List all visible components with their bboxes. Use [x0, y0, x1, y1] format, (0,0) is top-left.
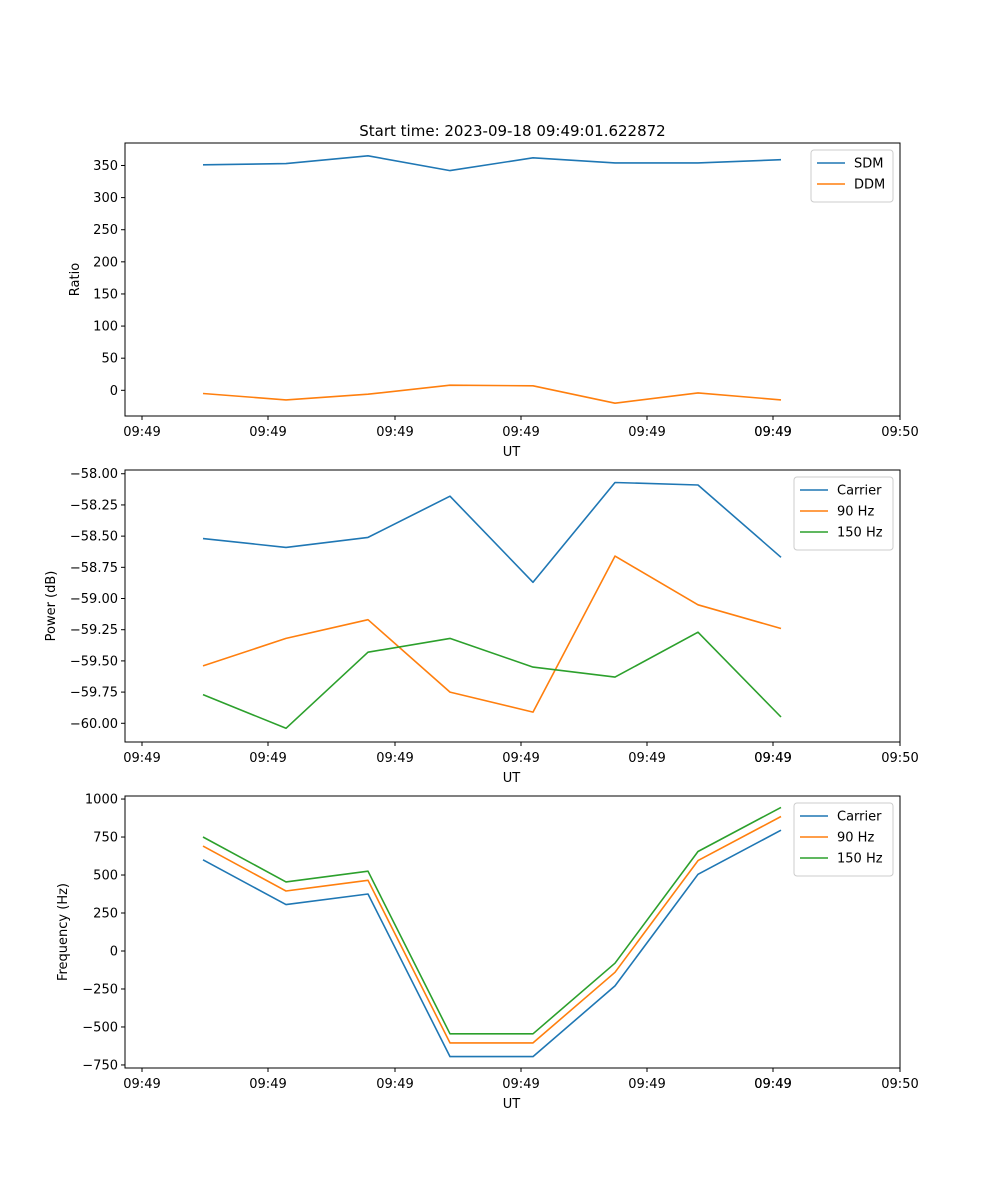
x-axis-label: UT	[503, 771, 521, 786]
x-tick-label: 09:49	[376, 425, 413, 440]
x-tick-label: 09:49	[249, 751, 286, 766]
y-tick-label: 750	[93, 831, 118, 846]
y-axis-label: Frequency (Hz)	[56, 883, 71, 981]
x-axis-label: UT	[503, 445, 521, 460]
legend-label: 150 Hz	[837, 852, 883, 867]
x-tick-label: 09:50	[881, 1077, 918, 1092]
y-axis-label: Ratio	[68, 263, 83, 296]
legend-label: 90 Hz	[837, 505, 874, 520]
y-tick-label: −58.50	[70, 530, 118, 545]
chart-title: Start time: 2023-09-18 09:49:01.622872	[359, 122, 665, 140]
series-line-90-hz	[202, 555, 782, 713]
y-tick-label: −750	[82, 1058, 118, 1073]
y-tick-label: −58.75	[70, 561, 118, 576]
y-tick-label: −58.25	[70, 498, 118, 513]
y-tick-label: −60.00	[70, 717, 118, 732]
plot-frame-1	[124, 142, 901, 417]
y-tick-label: 500	[93, 869, 118, 884]
x-tick-label: 09:49	[628, 1077, 665, 1092]
x-tick-label: 09:49	[754, 1077, 791, 1092]
series-line-150-hz	[202, 631, 782, 730]
y-tick-label: 50	[101, 352, 118, 367]
x-tick-label: 09:49	[628, 425, 665, 440]
y-tick-label: 0	[110, 384, 118, 399]
y-tick-label: −59.75	[70, 686, 118, 701]
y-tick-label: −58.00	[70, 467, 118, 482]
x-tick-label: 09:49	[754, 1077, 791, 1092]
series-line-90-hz	[202, 815, 782, 1044]
x-tick-label: 09:49	[754, 751, 791, 766]
series-line-sdm	[202, 155, 782, 172]
y-tick-label: 0	[110, 944, 118, 959]
plot-frame-2	[124, 469, 901, 743]
y-tick-label: 200	[93, 255, 118, 270]
series-line-150-hz	[202, 806, 782, 1035]
y-tick-label: 250	[93, 223, 118, 238]
y-tick-label: 300	[93, 191, 118, 206]
legend-label: Carrier	[837, 484, 882, 499]
x-tick-label: 09:49	[502, 751, 539, 766]
legend-label: 90 Hz	[837, 831, 874, 846]
x-tick-label: 09:49	[502, 425, 539, 440]
x-tick-label: 09:50	[881, 751, 918, 766]
x-tick-label: 09:49	[754, 751, 791, 766]
x-tick-label: 09:49	[376, 751, 413, 766]
x-tick-label: 09:49	[376, 1077, 413, 1092]
y-tick-label: 100	[93, 320, 118, 335]
y-tick-label: 1000	[85, 793, 118, 808]
legend-label: Carrier	[837, 810, 882, 825]
y-tick-label: 250	[93, 907, 118, 922]
series-line-ddm	[202, 384, 782, 405]
y-tick-label: 150	[93, 287, 118, 302]
legend-label: SDM	[854, 157, 883, 172]
x-tick-label: 09:49	[754, 425, 791, 440]
x-tick-label: 09:49	[249, 1077, 286, 1092]
x-tick-label: 09:50	[881, 425, 918, 440]
x-tick-label: 09:49	[123, 751, 160, 766]
x-tick-label: 09:49	[502, 1077, 539, 1092]
series-line-carrier	[202, 829, 782, 1058]
y-tick-label: 350	[93, 159, 118, 174]
y-tick-label: −500	[82, 1020, 118, 1035]
x-tick-label: 09:49	[249, 425, 286, 440]
y-tick-label: −59.00	[70, 592, 118, 607]
x-tick-label: 09:49	[123, 1077, 160, 1092]
legend-label: DDM	[854, 178, 885, 193]
y-tick-label: −250	[82, 982, 118, 997]
y-axis-label: Power (dB)	[44, 571, 59, 642]
x-tick-label: 09:49	[628, 751, 665, 766]
x-axis-label: UT	[503, 1097, 521, 1112]
series-line-carrier	[202, 481, 782, 584]
x-tick-label: 09:49	[123, 425, 160, 440]
legend-label: 150 Hz	[837, 526, 883, 541]
x-tick-label: 09:49	[754, 425, 791, 440]
y-tick-label: −59.50	[70, 654, 118, 669]
plot-frame-3	[124, 795, 901, 1069]
y-tick-label: −59.25	[70, 623, 118, 638]
